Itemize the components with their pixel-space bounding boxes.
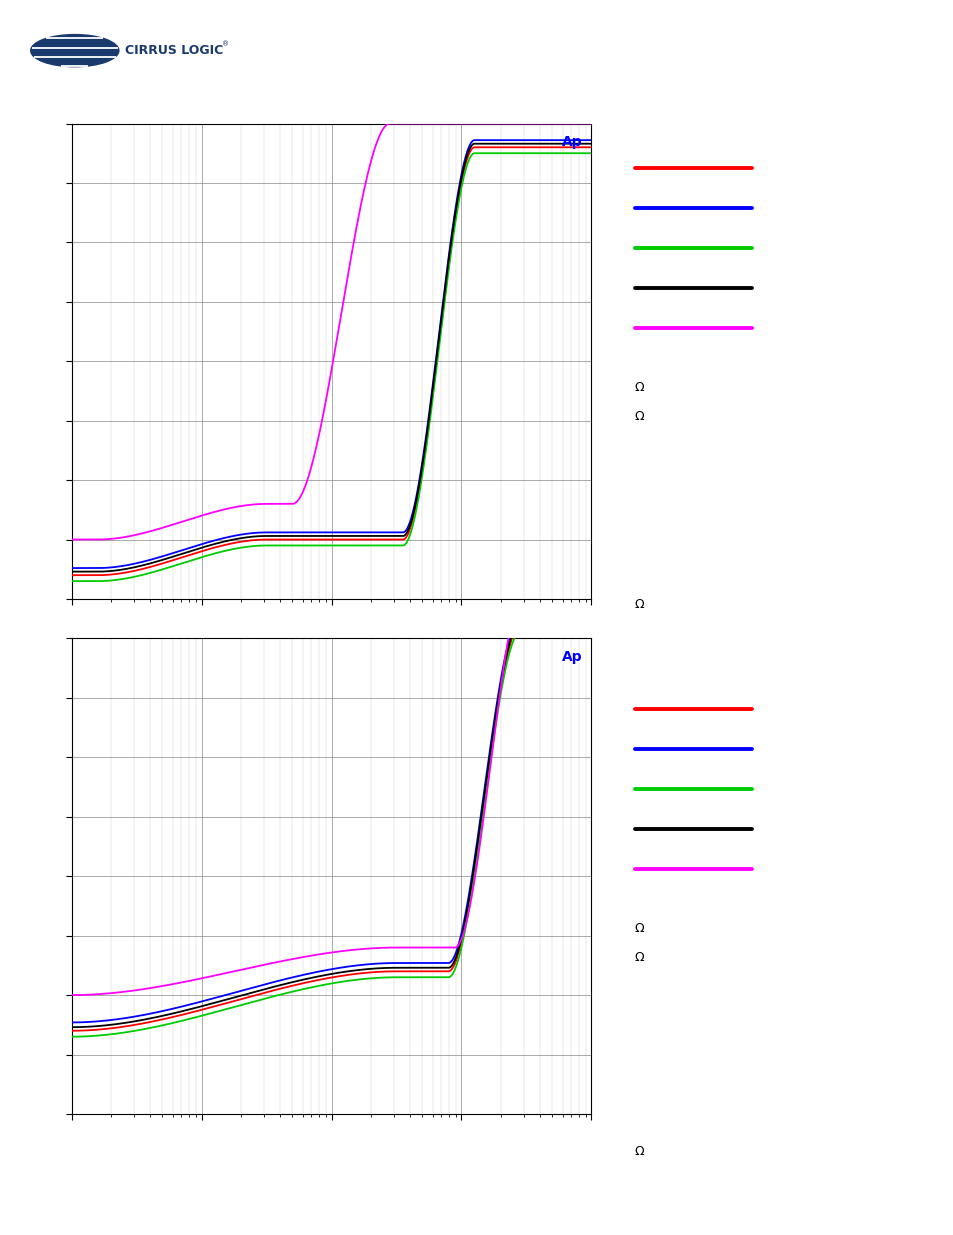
Text: Ap: Ap (561, 136, 581, 149)
Text: Ω: Ω (634, 598, 643, 610)
Text: Ap: Ap (561, 651, 581, 664)
Text: Ω: Ω (634, 1145, 643, 1157)
Circle shape (30, 35, 119, 67)
Text: Ω: Ω (634, 410, 643, 422)
Text: Ω: Ω (634, 951, 643, 963)
Text: Ω: Ω (634, 382, 643, 394)
Text: ®: ® (221, 42, 229, 47)
Text: Ω: Ω (634, 923, 643, 935)
Text: CIRRUS LOGIC: CIRRUS LOGIC (125, 44, 223, 57)
